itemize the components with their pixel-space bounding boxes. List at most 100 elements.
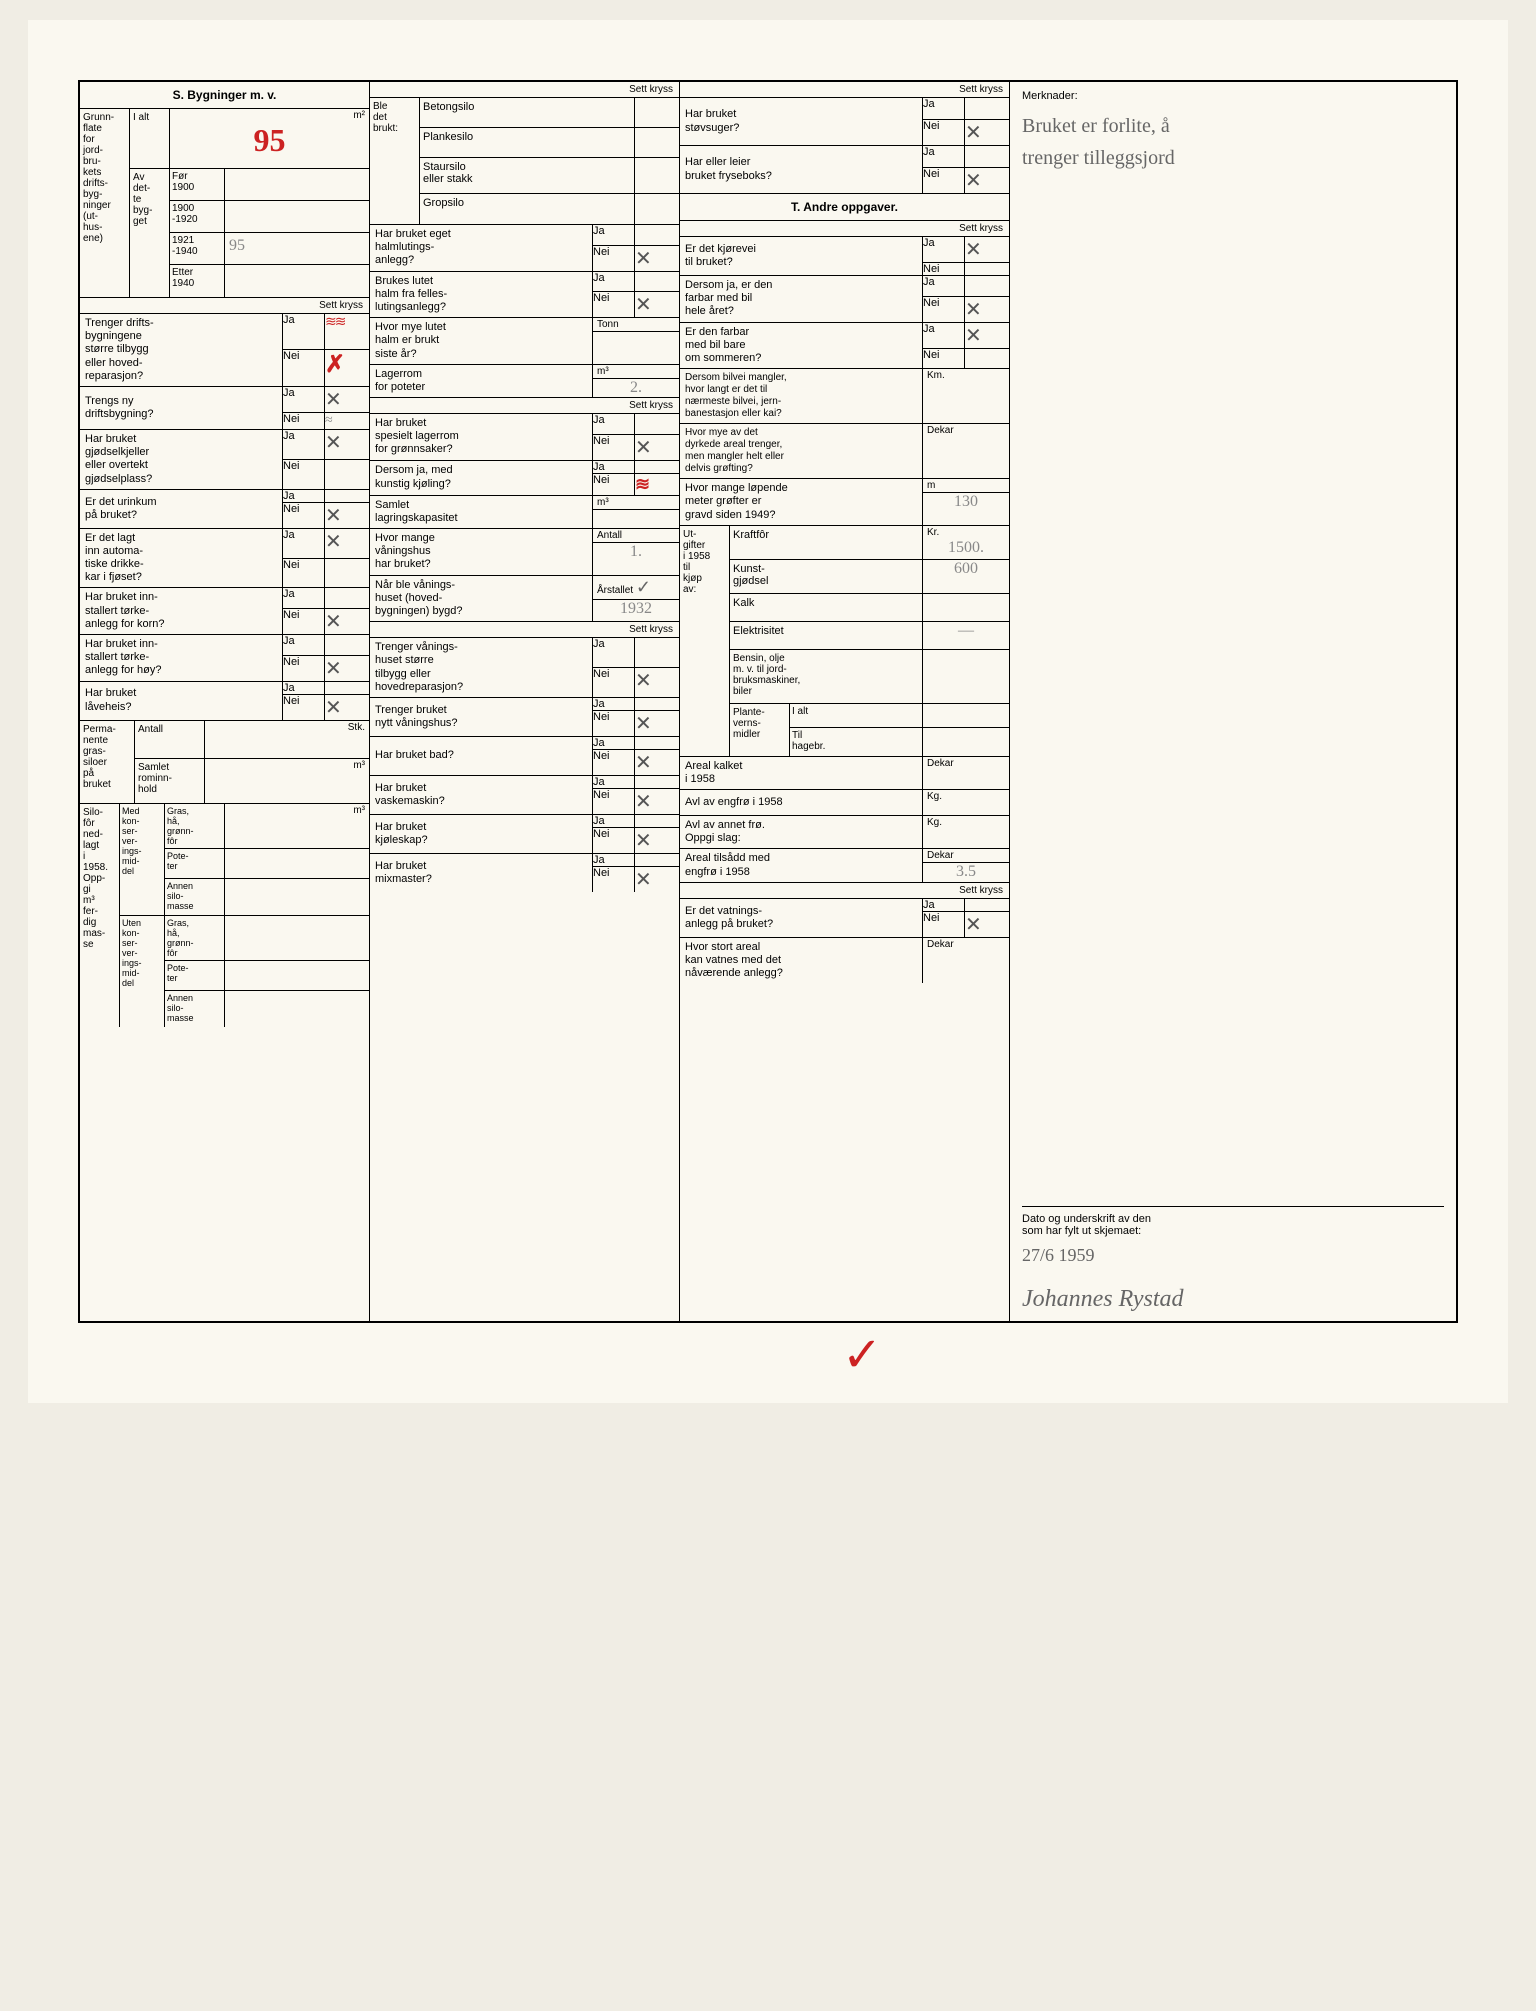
q-mixmaster: Har bruket mixmaster? Ja Nei✕ bbox=[370, 854, 679, 892]
sett-kryss-mid1b: Sett kryss bbox=[370, 398, 679, 414]
x-mark: ✕ bbox=[635, 248, 652, 270]
q-engfro-avl: Avl av engfrø i 1958 Kg. bbox=[680, 790, 1009, 816]
x-mark: ✕ bbox=[635, 437, 652, 459]
q-vaskemaskin: Har bruket vaskemaskin? Ja Nei✕ bbox=[370, 776, 679, 815]
q-ny-driftsbygning: Trengs ny driftsbygning? Ja ✕ Nei ≈ bbox=[80, 387, 369, 430]
section-t-col: Sett kryss Har bruket støvsuger? Ja Nei✕… bbox=[680, 82, 1010, 1321]
x-mark: ✕ bbox=[635, 713, 652, 735]
utgifter-block: Ut- gifter i 1958 til kjøp av: Kraftfôr … bbox=[680, 526, 1009, 757]
period-0-value bbox=[225, 169, 369, 200]
sett-kryss-mid2: Sett kryss bbox=[680, 82, 1009, 98]
q-felleslutings: Brukes lutet halm fra felles- lutingsanl… bbox=[370, 272, 679, 319]
scribble-mark: ≈ bbox=[325, 413, 331, 428]
q-vatningsanlegg: Er det vatnings- anlegg på bruket? Ja Ne… bbox=[680, 899, 1009, 938]
form-page: S. Bygninger m. v. Grunn- flate for jord… bbox=[28, 20, 1508, 1403]
av-dette-label: Av det- te byg- get bbox=[130, 169, 170, 297]
q-laveheis: Har bruket låveheis? Ja Nei✕ bbox=[80, 682, 369, 721]
section-mid1: Sett kryss Ble det brukt: Betongsilo Pla… bbox=[370, 82, 680, 1321]
x-mark: ✕ bbox=[325, 389, 342, 411]
q-lutet-halm: Hvor mye lutet halm er brukt siste år? T… bbox=[370, 318, 679, 365]
notes-header: Merknader: bbox=[1022, 90, 1444, 102]
q-samlet-lagrings: Samlet lagringskapasitet m³ bbox=[370, 496, 679, 529]
section-s: S. Bygninger m. v. Grunn- flate for jord… bbox=[80, 82, 370, 1321]
q-drikkekar: Er det lagt inn automa- tiske drikke- ka… bbox=[80, 529, 369, 589]
x-mark: ✕ bbox=[965, 170, 982, 192]
q-annet-fro: Avl av annet frø. Oppgi slag: Kg. bbox=[680, 816, 1009, 849]
x-mark: ✕ bbox=[635, 670, 652, 692]
ialt-label: I alt bbox=[130, 109, 170, 168]
period-1-label: 1900 -1920 bbox=[170, 201, 225, 232]
q-nytt-vaningshus: Trenger bruket nytt våningshus? Ja Nei✕ bbox=[370, 698, 679, 737]
q-kunstig-kjoling: Dersom ja, med kunstig kjøling? Ja Nei≋ bbox=[370, 461, 679, 496]
x-mark: ✕ bbox=[965, 325, 982, 347]
notes-handwritten: Bruket er forlite, å trenger tilleggsjor… bbox=[1022, 110, 1444, 174]
q-torke-hoy: Har bruket inn- stallert tørke- anlegg f… bbox=[80, 635, 369, 682]
section-s-title: S. Bygninger m. v. bbox=[80, 82, 369, 109]
sig-label: Dato og underskrift av den som har fylt … bbox=[1022, 1206, 1444, 1237]
q-urinkum: Er det urinkum på bruket? Ja Nei✕ bbox=[80, 490, 369, 529]
signature-area: Dato og underskrift av den som har fylt … bbox=[1022, 1206, 1444, 1313]
sett-kryss-t2: Sett kryss bbox=[680, 883, 1009, 899]
q-torke-korn: Har bruket inn- stallert tørke- anlegg f… bbox=[80, 588, 369, 635]
q-halmlutings: Har bruket eget halmlutings- anlegg? Ja … bbox=[370, 225, 679, 272]
silofor-block: Silo- fôr ned- lagt i 1958. Opp- gi m³ f… bbox=[80, 804, 369, 1027]
period-3-value bbox=[225, 265, 369, 297]
x-mark: ✕ bbox=[965, 239, 982, 261]
x-mark: ✕ bbox=[635, 752, 652, 774]
q-engfro-tilsadd: Areal tilsådd med engfrø i 1958 Dekar3.5 bbox=[680, 849, 1009, 882]
q-farbar-sommer: Er den farbar med bil bare om sommeren? … bbox=[680, 323, 1009, 370]
notes-column: Merknader: Bruket er forlite, å trenger … bbox=[1010, 82, 1456, 1321]
q-farbar-hele: Dersom ja, er den farbar med bil hele år… bbox=[680, 276, 1009, 323]
q-vaningshus-bygd: Når ble vånings- huset (hoved- bygningen… bbox=[370, 576, 679, 623]
scribble-mark: ≋≋ bbox=[325, 315, 344, 330]
sett-kryss-t: Sett kryss bbox=[680, 221, 1009, 237]
sig-date: 27/6 1959 bbox=[1022, 1245, 1444, 1266]
q-fryseboks: Har eller leier bruket fryseboks? Ja Nei… bbox=[680, 146, 1009, 194]
main-form: S. Bygninger m. v. Grunn- flate for jord… bbox=[78, 80, 1458, 1323]
x-mark: ✕ bbox=[635, 791, 652, 813]
q-grofter-1949: Hvor mange løpende meter grøfter er grav… bbox=[680, 479, 1009, 526]
x-mark: ✕ bbox=[325, 611, 342, 633]
x-mark: ✕ bbox=[635, 869, 652, 891]
section-t-title: T. Andre oppgaver. bbox=[680, 194, 1009, 221]
q-lagerrom-poteter: Lagerrom for poteter m³ 2. bbox=[370, 365, 679, 398]
grunnflate-block: Grunn- flate for jord- bru- kets drifts-… bbox=[80, 109, 369, 298]
q-vaningshus-tilbygg: Trenger vånings- huset større tilbygg el… bbox=[370, 638, 679, 698]
x-mark: ✕ bbox=[635, 294, 652, 316]
q-kjoleskap: Har bruket kjøleskap? Ja Nei✕ bbox=[370, 815, 679, 854]
x-mark: ✕ bbox=[325, 432, 342, 454]
perma-siloer: Perma- nente gras- siloer på bruket Anta… bbox=[80, 721, 369, 804]
q-stovsuger: Har bruket støvsuger? Ja Nei✕ bbox=[680, 98, 1009, 146]
x-mark: ✕ bbox=[325, 505, 342, 527]
ble-det-brukt: Ble det brukt: Betongsilo Plankesilo Sta… bbox=[370, 98, 679, 225]
x-mark: ✕ bbox=[325, 697, 342, 719]
q-vatnet-areal: Hvor stort areal kan vatnes med det nåvæ… bbox=[680, 938, 1009, 984]
ialt-unit: m² bbox=[170, 109, 369, 122]
scribble-mark: ≋ bbox=[635, 474, 648, 494]
sig-name: Johannes Rystad bbox=[1022, 1286, 1444, 1313]
ialt-value: 95 bbox=[170, 122, 369, 159]
q-grofting: Hvor mye av det dyrkede areal trenger, m… bbox=[680, 424, 1009, 479]
q-areal-kalket: Areal kalket i 1958 Dekar bbox=[680, 757, 1009, 790]
red-checkmark-icon: ✓ bbox=[842, 1327, 882, 1383]
x-mark: ✕ bbox=[965, 299, 982, 321]
sett-kryss-mid1c: Sett kryss bbox=[370, 622, 679, 638]
q-bad: Har bruket bad? Ja Nei✕ bbox=[370, 737, 679, 776]
period-2-value: 95 bbox=[225, 233, 369, 264]
x-mark: ✗ bbox=[325, 352, 345, 378]
q-kjorevei: Er det kjørevei til bruket? Ja✕ Nei bbox=[680, 237, 1009, 276]
q-gjodselkjeller: Har bruket gjødselkjeller eller overtekt… bbox=[80, 430, 369, 490]
q-lagerrom-gronnsaker: Har bruket spesielt lagerrom for grønnsa… bbox=[370, 414, 679, 461]
q-bilvei-mangler: Dersom bilvei mangler, hvor langt er det… bbox=[680, 369, 1009, 424]
x-mark: ✕ bbox=[635, 830, 652, 852]
x-mark: ✕ bbox=[325, 531, 342, 553]
period-3-label: Etter 1940 bbox=[170, 265, 225, 297]
x-mark: ✕ bbox=[325, 658, 342, 680]
sett-kryss-mid1: Sett kryss bbox=[370, 82, 679, 98]
period-1-value bbox=[225, 201, 369, 232]
period-2-label: 1921 -1940 bbox=[170, 233, 225, 264]
q-tilbygg: Trenger drifts- bygningene større tilbyg… bbox=[80, 314, 369, 387]
q-vaningshus-antall: Hvor mange våningshus har bruket? Antall… bbox=[370, 529, 679, 576]
grunnflate-label: Grunn- flate for jord- bru- kets drifts-… bbox=[80, 109, 130, 297]
x-mark: ✕ bbox=[965, 122, 982, 144]
